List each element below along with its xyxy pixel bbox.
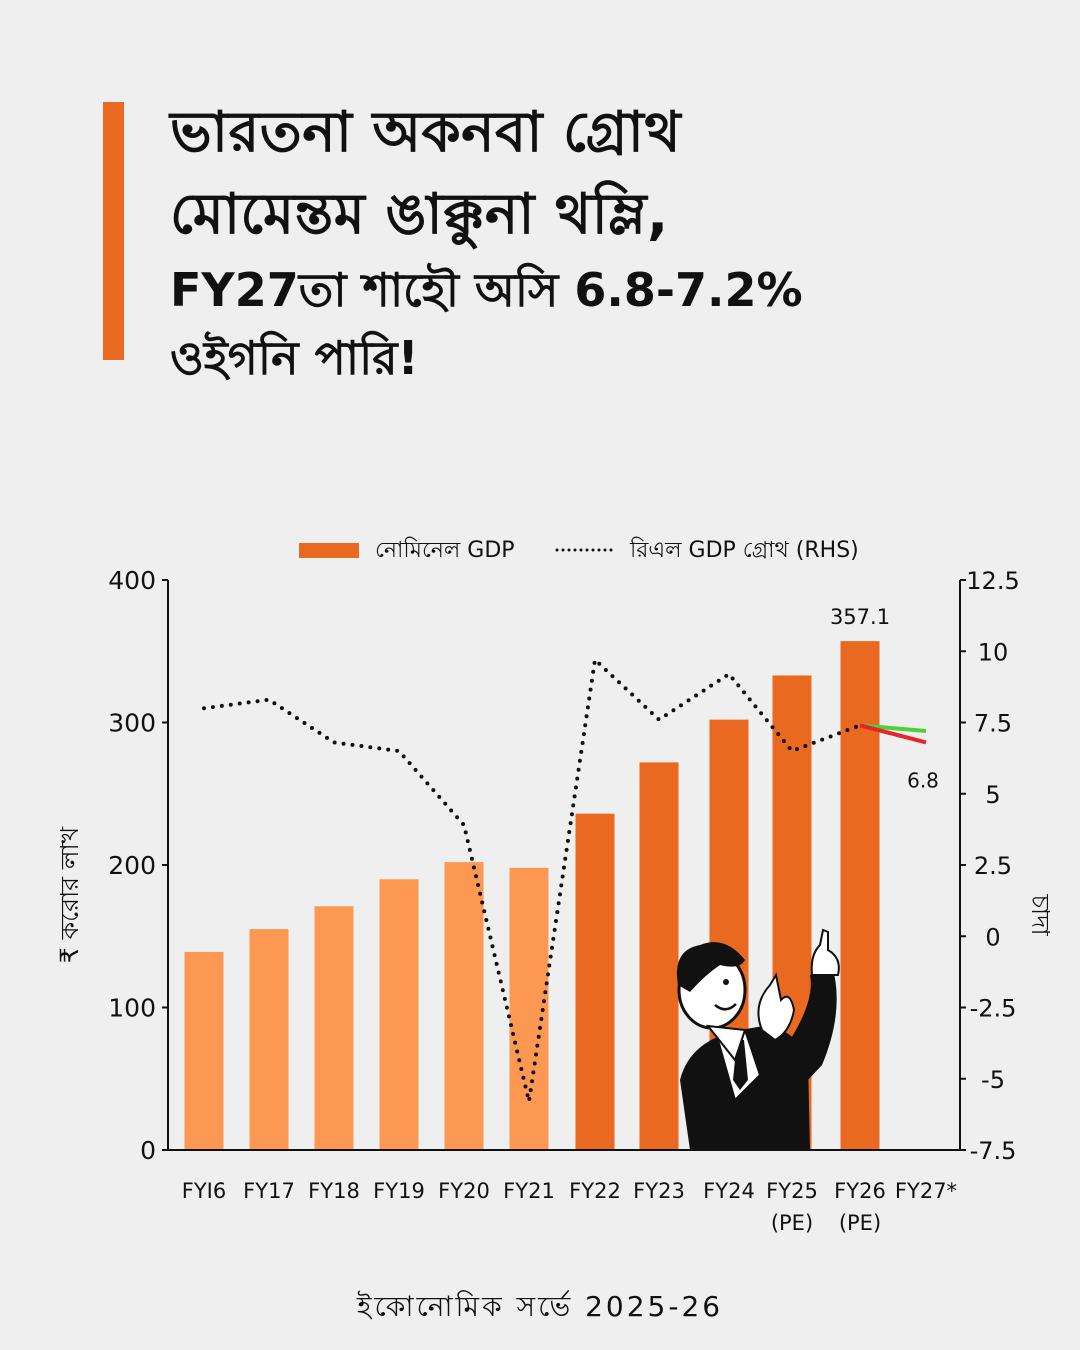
x-tick-8: FY24 (703, 1179, 755, 1203)
x-tick-2: FY18 (308, 1179, 360, 1203)
projection-low-line (859, 723, 927, 745)
data-label-0: 357.1 (830, 605, 890, 629)
right-tick-3: 0 (985, 923, 1000, 951)
businessman-mouth (714, 1003, 737, 1011)
right-tick-6: 7.5 (974, 710, 1012, 738)
accent-bar (103, 102, 124, 360)
headline: ভারতনা অকনবা গ্রোথ মোমেন্তম ঙাক্কুনা থম্… (170, 92, 1050, 392)
headline-line-4: ওইগনি পারি! (170, 331, 419, 385)
bar-1 (249, 929, 289, 1150)
right-tick-7: 10 (978, 638, 1009, 666)
legend-swatch-bars (299, 543, 359, 558)
y2-axis-label: চাদা (1026, 893, 1055, 936)
businessman-collar (705, 1024, 747, 1063)
projection-low-label: 6.8 (907, 768, 939, 792)
x-tick-1: FY17 (243, 1179, 295, 1203)
right-tick-5: 5 (985, 781, 1000, 809)
businessman-arm (790, 965, 837, 1080)
bar-3 (379, 879, 419, 1150)
businessman-left-hand (757, 972, 796, 1042)
x-tick-9: FY25 (766, 1179, 818, 1203)
bar-2 (314, 906, 354, 1150)
x-tick-3: FY19 (373, 1179, 425, 1203)
headline-line-1: ভারতনা অকনবা গ্রোথ (170, 100, 682, 165)
right-tick-4: 2.5 (974, 852, 1012, 880)
left-tick-3: 300 (108, 709, 156, 738)
bar-4 (444, 862, 484, 1150)
businessman-right-hand (810, 928, 840, 976)
x-tick-11: FY27* (895, 1179, 957, 1203)
growth-line (202, 657, 862, 1104)
businessman-illustration (676, 928, 840, 1150)
source-footer: ইকোনোমিক সর্ভে 2025-26 (356, 1290, 724, 1323)
left-tick-1: 100 (108, 994, 156, 1023)
x-tick-4: FY20 (438, 1179, 490, 1203)
bar-7 (639, 762, 679, 1150)
left-tick-0: 0 (140, 1136, 156, 1165)
bar-0 (184, 951, 224, 1150)
y-axis-label: ₹ করোর লাখ (55, 826, 84, 963)
x-tick-5: FY21 (503, 1179, 555, 1203)
right-tick-1: -5 (981, 1066, 1005, 1094)
x-tick-7: FY23 (633, 1179, 685, 1203)
x-tick-6: FY22 (569, 1179, 621, 1203)
headline-line-3: FY27তা শাহৌ অসি 6.8-7.2% (170, 263, 803, 317)
x-tick-10: FY26 (834, 1179, 886, 1203)
x-tick-0: FYI6 (182, 1179, 226, 1203)
businessman-eye (723, 979, 729, 985)
legend-label-line: রিএল GDP গ্রোথ (RHS) (629, 537, 859, 563)
right-tick-8: 12.5 (966, 567, 1019, 595)
left-tick-4: 400 (108, 566, 156, 595)
x-tick-9-sub: (PE) (771, 1211, 813, 1235)
headline-line-2: মোমেন্তম ঙাক্কুনা থম্লি, (170, 182, 669, 247)
legend-label-bars: নোমিনেল GDP (375, 537, 515, 563)
bar-6 (575, 813, 615, 1150)
right-tick-2: -2.5 (970, 995, 1017, 1023)
businessman-hair (676, 942, 745, 992)
left-tick-2: 200 (108, 851, 156, 880)
right-tick-0: -7.5 (970, 1137, 1017, 1165)
bar-10 (840, 641, 880, 1150)
x-tick-10-sub: (PE) (839, 1211, 881, 1235)
